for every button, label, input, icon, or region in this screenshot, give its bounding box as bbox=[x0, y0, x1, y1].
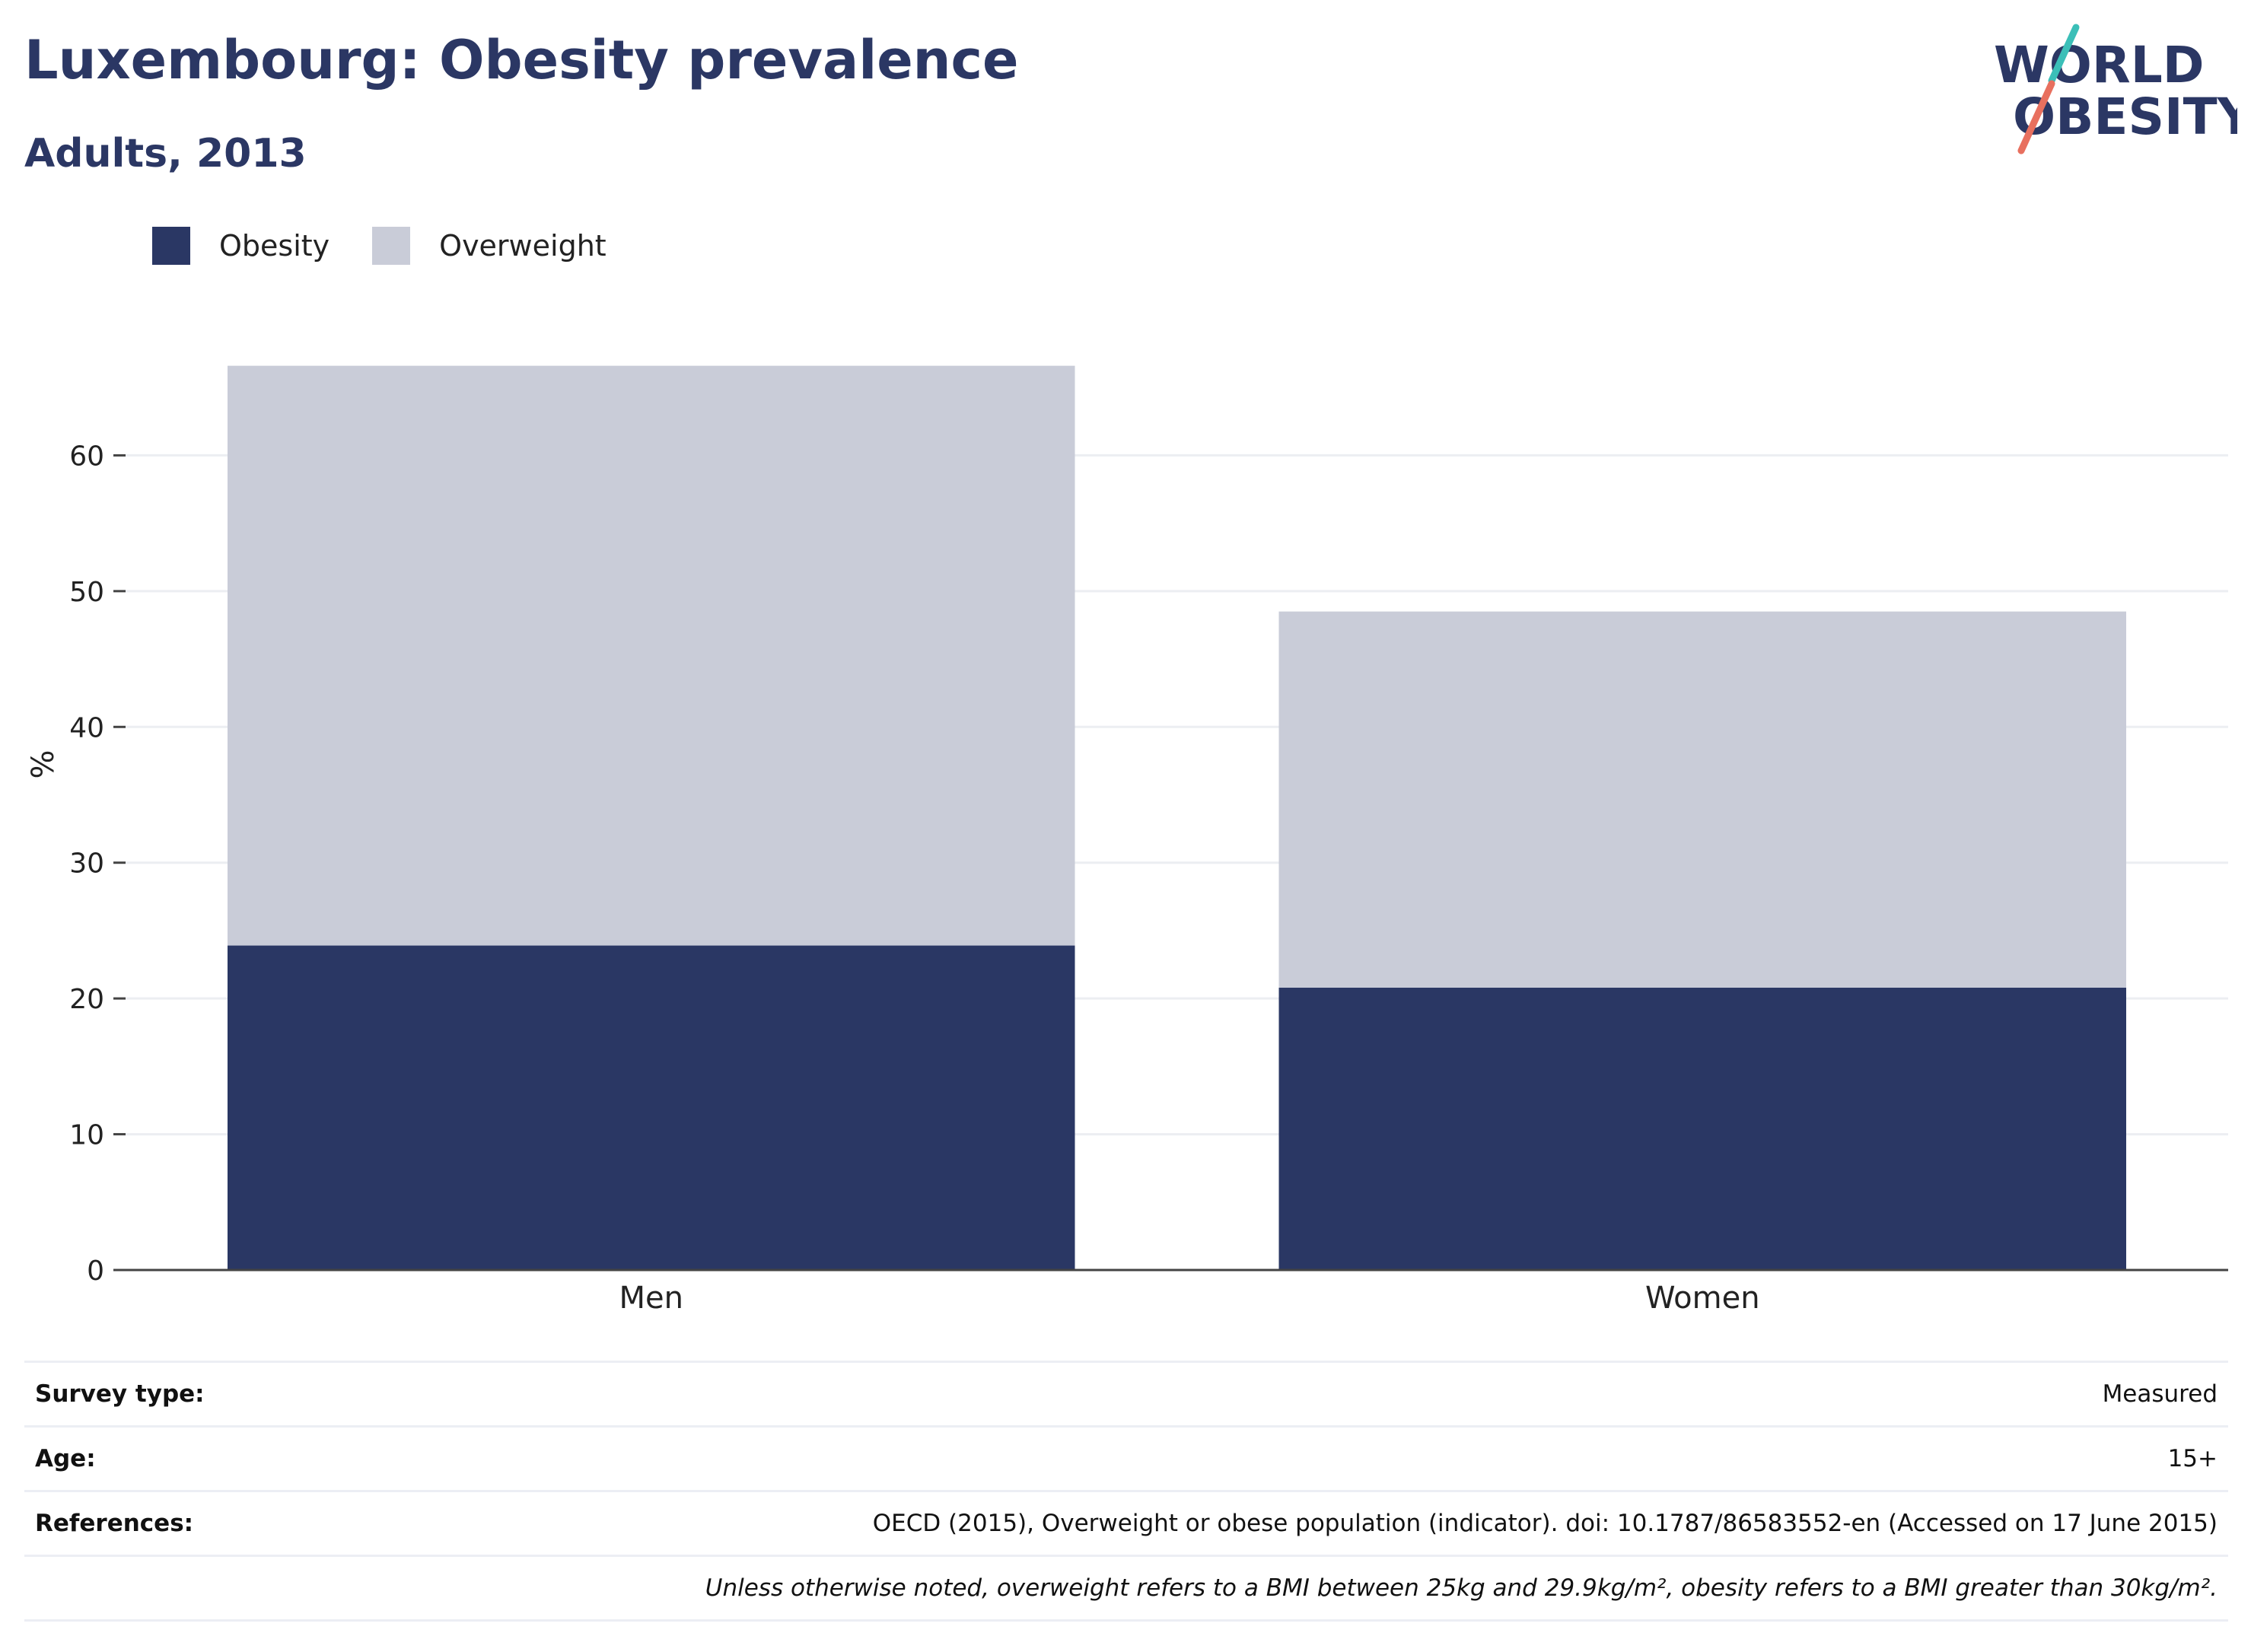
info-label-references: References: bbox=[24, 1491, 269, 1557]
y-tick-label-10: 10 bbox=[69, 1120, 104, 1151]
info-row-references: References: OECD (2015), Overweight or o… bbox=[24, 1491, 2228, 1557]
info-table: Survey type: Measured Age: 15+ Reference… bbox=[24, 1361, 2228, 1622]
info-value-age: 15+ bbox=[268, 1426, 2228, 1492]
info-value-survey-type: Measured bbox=[268, 1361, 2228, 1428]
axes-layer: 0 10 20 30 40 50 60 Men Women% bbox=[26, 441, 2228, 1316]
page-title: Luxembourg: Obesity prevalence bbox=[24, 29, 1019, 91]
bar-obesity-women[interactable] bbox=[1278, 987, 2126, 1270]
bar-overweight-women[interactable] bbox=[1278, 611, 2126, 988]
y-tick-label-40: 40 bbox=[69, 712, 104, 743]
y-axis-label: % bbox=[26, 750, 61, 778]
y-tick-label-0: 0 bbox=[87, 1256, 104, 1287]
info-row-survey-type: Survey type: Measured bbox=[24, 1361, 2228, 1428]
chart-legend: Obesity Overweight bbox=[152, 227, 649, 265]
stacked-bar-chart: 0 10 20 30 40 50 60 Men Women% bbox=[26, 365, 2228, 1316]
info-row-note: Unless otherwise noted, overweight refer… bbox=[24, 1555, 2228, 1622]
y-tick-label-20: 20 bbox=[69, 984, 104, 1015]
world-obesity-logo: WORLD OBESITY bbox=[1994, 24, 2237, 154]
info-note-spacer bbox=[24, 1555, 269, 1622]
bar-overweight-men[interactable] bbox=[228, 365, 1075, 946]
info-value-references: OECD (2015), Overweight or obese populat… bbox=[268, 1491, 2228, 1557]
bmi-definition-note: Unless otherwise noted, overweight refer… bbox=[268, 1555, 2228, 1622]
info-label-survey-type: Survey type: bbox=[24, 1361, 269, 1428]
legend-swatch-overweight bbox=[372, 227, 411, 265]
legend-item-overweight[interactable]: Overweight bbox=[372, 227, 607, 265]
legend-swatch-obesity bbox=[152, 227, 190, 265]
logo-text-world: WORLD bbox=[1994, 36, 2205, 94]
info-label-age: Age: bbox=[24, 1426, 269, 1492]
info-row-age: Age: 15+ bbox=[24, 1426, 2228, 1492]
legend-label-overweight: Overweight bbox=[439, 229, 607, 263]
y-tick-label-50: 50 bbox=[69, 577, 104, 608]
y-tick-label-30: 30 bbox=[69, 848, 104, 880]
bars-layer bbox=[228, 365, 2126, 1270]
x-tick-label-men: Men bbox=[619, 1281, 683, 1316]
logo-slash-coral bbox=[2017, 80, 2055, 154]
legend-item-obesity[interactable]: Obesity bbox=[152, 227, 330, 265]
y-tick-label-60: 60 bbox=[69, 441, 104, 472]
logo-slash-teal bbox=[2048, 24, 2080, 84]
page-subtitle: Adults, 2013 bbox=[24, 131, 307, 177]
x-tick-label-women: Women bbox=[1645, 1281, 1760, 1316]
bar-obesity-men[interactable] bbox=[228, 945, 1075, 1270]
logo-text-obesity: OBESITY bbox=[2013, 88, 2237, 146]
legend-label-obesity: Obesity bbox=[219, 229, 330, 263]
